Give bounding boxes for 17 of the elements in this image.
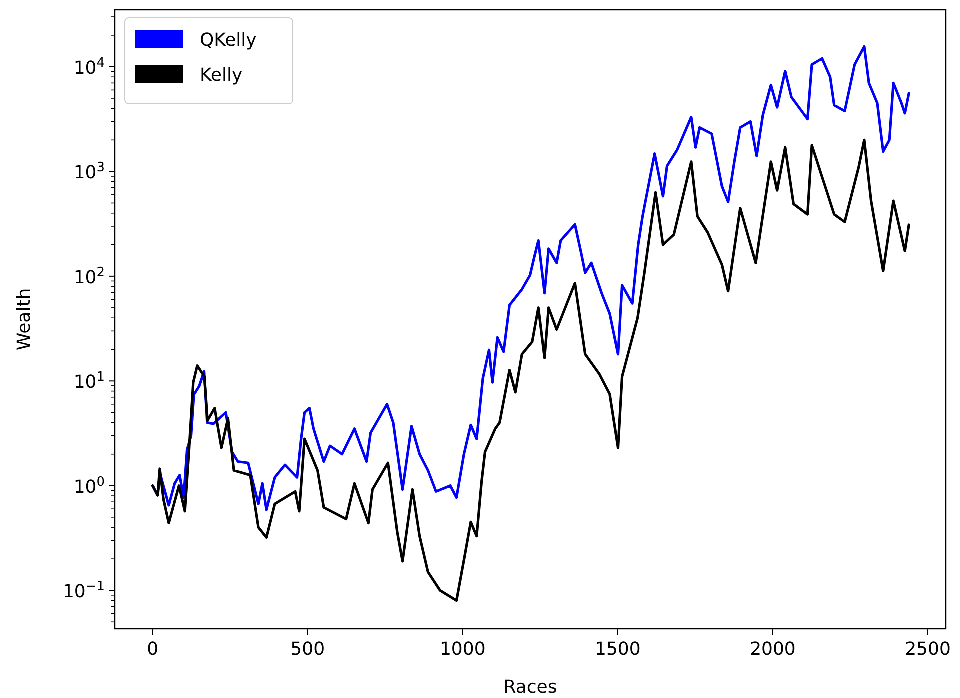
x-tick-label: 1500 bbox=[595, 639, 641, 660]
y-axis-title: Wealth bbox=[14, 288, 35, 351]
y-tick-label: 10$^{3}$ bbox=[74, 160, 105, 184]
y-tick-label: 10$^{2}$ bbox=[74, 264, 105, 288]
y-tick-label: 10$^{0}$ bbox=[74, 474, 105, 498]
legend-label: QKelly bbox=[200, 30, 258, 51]
line-series bbox=[152, 138, 910, 602]
y-tick-label: 10$^{−1}$ bbox=[62, 579, 105, 603]
x-tick-label: 2000 bbox=[750, 639, 796, 660]
y-tick-label: 10$^{4}$ bbox=[74, 55, 105, 79]
x-axis-title: Races bbox=[504, 677, 558, 698]
y-tick-label: 10$^{1}$ bbox=[74, 370, 105, 394]
x-tick-label: 1000 bbox=[440, 639, 486, 660]
x-tick-label: 0 bbox=[147, 639, 159, 660]
legend-label: Kelly bbox=[200, 65, 243, 86]
x-tick-label: 2500 bbox=[905, 639, 951, 660]
x-tick-label: 500 bbox=[290, 639, 326, 660]
